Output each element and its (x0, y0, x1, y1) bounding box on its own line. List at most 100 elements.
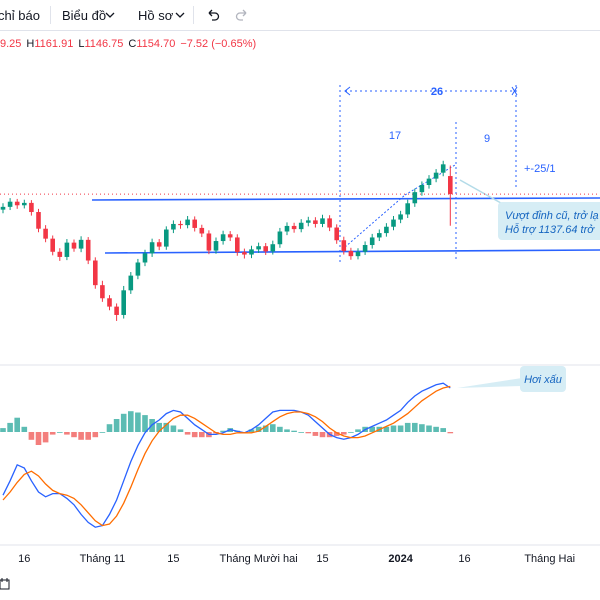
legend-value: 1161.91 (34, 38, 74, 50)
histogram-bar (404, 422, 411, 432)
histogram-bar (426, 425, 432, 432)
legend-value: 1154.70 (136, 38, 176, 50)
legend-value: 1146.75 (84, 38, 124, 50)
bottom-icon (0, 578, 10, 590)
undo-button[interactable] (205, 7, 221, 23)
redo-button[interactable] (234, 7, 250, 23)
candle-body (433, 172, 439, 179)
histogram-bar (170, 425, 177, 432)
candle-body (22, 202, 27, 206)
legend-item: −7.52 (−0.65%) (180, 38, 256, 50)
range-label: 26 (431, 86, 443, 98)
histogram-bar (99, 432, 106, 433)
histogram-bar (49, 432, 56, 435)
candle-body (277, 231, 283, 245)
chevron (175, 12, 185, 18)
x-tick-label: 15 (167, 553, 179, 565)
candle-body (412, 192, 418, 204)
histogram-bar (14, 417, 20, 432)
candle-body (355, 251, 361, 257)
candle-body (227, 234, 233, 238)
histogram-bar (369, 426, 375, 432)
candle-body (149, 242, 155, 254)
chart-menu[interactable]: Biểu đồ (62, 8, 107, 23)
histogram-bar (284, 429, 290, 432)
legend-label: L (78, 38, 85, 50)
histogram-bar (298, 432, 304, 433)
candle-body (391, 219, 396, 227)
candle-body (50, 238, 55, 252)
candle-body (164, 229, 169, 247)
histogram-bar (42, 432, 49, 443)
chevron (105, 12, 115, 18)
candle-body (426, 178, 432, 185)
candle-body (93, 260, 98, 286)
candle-body (128, 275, 134, 291)
histogram-bar (128, 411, 134, 432)
candle-body (64, 242, 70, 257)
callout-pointer (457, 378, 522, 388)
candle-body (405, 203, 410, 215)
histogram-bar (447, 432, 454, 434)
histogram-bar (92, 432, 99, 438)
callout-text: Hơi xấu (524, 374, 562, 386)
candle-body (284, 225, 290, 232)
callout-text: Hỗ trợ 1137.64 trở (505, 223, 595, 236)
candle-body (171, 223, 176, 230)
indicator-line (2, 382, 451, 528)
histogram-bar (28, 432, 35, 440)
candle-body (199, 227, 205, 234)
candle-body (114, 306, 119, 315)
candle-body (377, 233, 382, 238)
candle-body (85, 239, 91, 261)
candle-body (270, 244, 276, 252)
x-tick-label: Tháng Hai (524, 553, 575, 565)
profile-menu[interactable]: Hồ sơ (138, 8, 174, 23)
resistance-line (91, 197, 600, 201)
histogram-bar (120, 413, 127, 432)
legend-item: L1146.75 (78, 38, 123, 50)
x-tick-label: Tháng Mười hai (220, 553, 298, 565)
candle-body (291, 225, 297, 230)
histogram-bar (191, 432, 198, 438)
histogram-bar (57, 432, 63, 433)
histogram-bar (220, 430, 226, 432)
candle-body (242, 252, 247, 255)
candle-body (71, 242, 77, 249)
x-tick-label: 2024 (388, 553, 413, 565)
histogram-bar (248, 429, 255, 432)
candle-body (348, 250, 354, 257)
candle-body (249, 249, 254, 255)
candle-body (306, 220, 311, 223)
candle-body (213, 241, 219, 251)
candle-body (185, 219, 190, 226)
indicator-line (2, 385, 451, 527)
candle-body (206, 233, 212, 251)
candle-body (313, 220, 318, 224)
callout-text: Vượt đỉnh cũ, trở lạ (505, 210, 599, 222)
candle-body (36, 212, 41, 229)
indicators-button[interactable]: chỉ báo (0, 8, 40, 23)
candle-body (135, 262, 141, 276)
histogram-bar (71, 432, 77, 438)
histogram-bar (0, 428, 6, 432)
trend-path (344, 164, 456, 248)
histogram-bar (270, 424, 276, 432)
range-label: 9 (484, 133, 490, 145)
histogram-bar (390, 425, 397, 432)
histogram-bar (106, 424, 113, 432)
arrow-head (344, 86, 351, 96)
separator (193, 6, 194, 24)
legend-item: 9.25 (0, 38, 21, 50)
legend-item: C1154.70 (128, 38, 175, 50)
histogram-bar (21, 426, 28, 432)
histogram-bar (419, 424, 425, 432)
histogram-bar (156, 422, 162, 432)
candle-body (156, 242, 162, 247)
x-tick-label: 16 (458, 553, 470, 565)
histogram-bar (142, 415, 148, 432)
histogram-bar (433, 426, 439, 432)
candle-body (29, 202, 34, 213)
candle-body (78, 239, 84, 249)
